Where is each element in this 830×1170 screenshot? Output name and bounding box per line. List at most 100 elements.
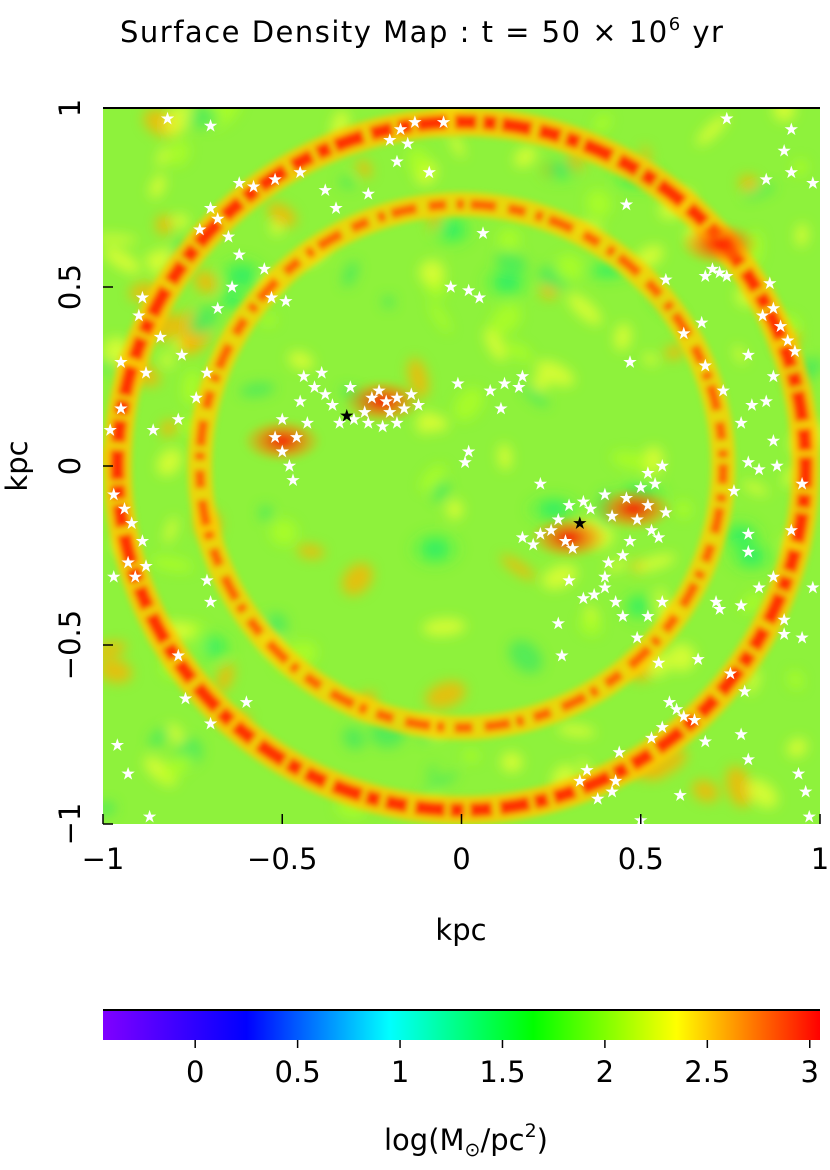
x-tick-label: 0 [452, 842, 470, 876]
density-patch [146, 254, 162, 280]
density-patch [725, 766, 752, 808]
x-axis-label: kpc [435, 913, 486, 947]
density-patch [509, 640, 543, 674]
colorbar-tick-label: 1.5 [479, 1055, 525, 1089]
x-tick-label: 1 [811, 842, 829, 876]
colorbar-tick-label: 3 [801, 1055, 819, 1089]
density-patch [239, 382, 275, 397]
density-clumps [242, 222, 760, 560]
density-patch [738, 175, 759, 191]
density-patch [586, 189, 611, 218]
density-patch [342, 563, 373, 596]
colorbar-gradient [103, 1010, 820, 1040]
y-axis: −1 −0.5 0 0.5 1 [53, 99, 113, 846]
density-patch [103, 658, 132, 684]
density-patch [787, 738, 808, 758]
density-patch [155, 214, 172, 235]
density-patch [605, 559, 629, 572]
density-patch [429, 301, 451, 333]
density-patch [258, 505, 273, 521]
density-patch [535, 360, 575, 387]
density-patch [664, 344, 685, 360]
density-patch [449, 132, 465, 158]
density-patch [215, 663, 235, 693]
density-patch [788, 670, 803, 690]
density-patch [267, 202, 297, 227]
y-tick-label: 0 [53, 457, 87, 475]
density-patch [193, 270, 218, 294]
density-patch [342, 727, 366, 750]
chart-title: Surface Density Map : t = 50 × 106 yr [120, 14, 724, 49]
density-patch [103, 641, 127, 658]
density-patch [103, 802, 116, 816]
y-tick-label: −1 [53, 803, 87, 846]
density-patch [160, 419, 177, 437]
density-patch [425, 681, 466, 709]
density-patch [338, 177, 355, 189]
colorbar-label-prefix: log(M [384, 1123, 465, 1157]
density-patch [500, 555, 536, 581]
colorbar-tick-label: 2 [596, 1055, 614, 1089]
density-patch [733, 345, 746, 364]
density-clump [242, 418, 323, 463]
chart-title-prefix: Surface Density Map : t = 50 × 10 [120, 15, 669, 49]
density-patch [156, 448, 182, 477]
y-tick-label: −0.5 [53, 610, 87, 680]
density-patch [428, 765, 437, 780]
density-patch [490, 303, 521, 336]
density-patch [500, 751, 523, 773]
density-clump [679, 222, 760, 267]
density-patch [103, 234, 138, 244]
colorbar-tick-label: 2.5 [684, 1055, 730, 1089]
low-density-patch [535, 154, 585, 186]
density-patch [634, 554, 676, 572]
density-patch [149, 174, 166, 199]
density-patch [421, 772, 459, 795]
density-map [103, 108, 820, 824]
density-patch [593, 113, 611, 133]
chart-title-suffix: yr [682, 15, 725, 49]
density-patch [356, 159, 372, 178]
density-patch [420, 464, 446, 492]
density-patch [793, 159, 808, 176]
low-density-patch [479, 260, 536, 304]
density-patch [171, 213, 190, 229]
density-patch [696, 115, 728, 146]
density-patch [157, 146, 168, 168]
low-density-patch [190, 628, 236, 666]
colorbar-ticks: 0 0.5 1 1.5 2 2.5 3 [186, 1040, 819, 1089]
density-patch [463, 749, 480, 763]
density-clump [593, 486, 674, 531]
density-patch [160, 754, 193, 781]
density-patch [148, 727, 171, 747]
density-patch [160, 352, 174, 369]
density-patch [288, 351, 314, 370]
density-patch [692, 779, 719, 803]
density-patch [407, 147, 430, 177]
density-patch [643, 353, 658, 366]
colorbar-tick-label: 0.5 [275, 1055, 321, 1089]
density-patch [514, 146, 537, 168]
density-patch [454, 387, 483, 421]
density-patch [742, 481, 769, 496]
density-patch [422, 618, 466, 637]
outer-ring [110, 114, 813, 818]
density-patch [432, 480, 450, 503]
density-patch [675, 500, 692, 519]
density-patch [532, 375, 549, 391]
density-patch [484, 327, 506, 362]
inner-ring [194, 199, 729, 733]
density-patch [297, 544, 325, 559]
y-axis-label: kpc [0, 440, 34, 491]
chart-title-exponent: 6 [669, 14, 682, 35]
density-patch [505, 342, 533, 361]
density-patch [342, 260, 359, 287]
x-axis: −1 −0.5 0 0.5 1 [82, 814, 829, 876]
density-patch [567, 293, 602, 325]
density-patch [497, 443, 512, 471]
density-patch [259, 314, 277, 326]
x-tick-label: −0.5 [247, 842, 317, 876]
density-patch [416, 411, 437, 434]
density-patch [611, 451, 651, 470]
